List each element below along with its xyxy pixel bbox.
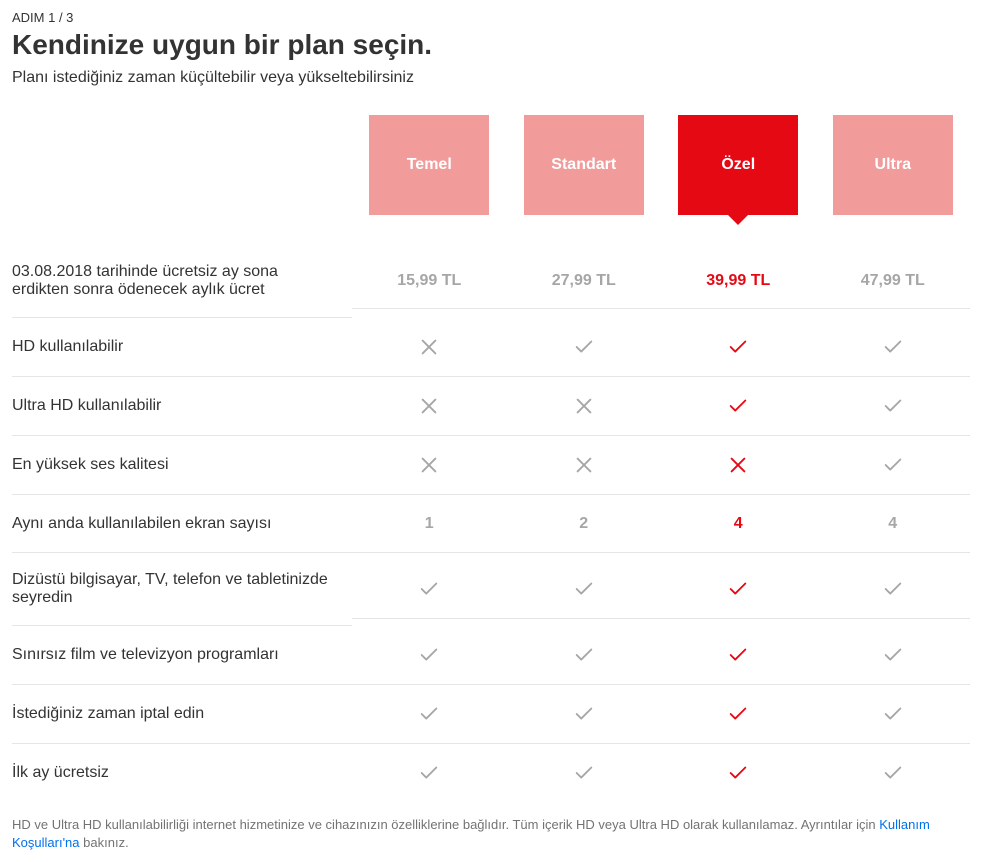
plan-name: Standart <box>551 156 616 174</box>
check-icon <box>816 436 971 495</box>
plan-option-temel[interactable]: Temel <box>352 115 507 235</box>
plan-name: Özel <box>721 156 755 174</box>
check-icon <box>352 626 507 685</box>
check-icon <box>507 744 662 802</box>
plan-name: Ultra <box>875 156 911 174</box>
feature-label: İstediğiniz zaman iptal edin <box>12 686 352 744</box>
feature-value: 4 <box>661 495 816 553</box>
check-icon <box>661 626 816 685</box>
x-icon <box>352 318 507 377</box>
plan-option-ultra[interactable]: Ultra <box>816 115 971 235</box>
feature-label: En yüksek ses kalitesi <box>12 437 352 495</box>
check-icon <box>816 685 971 744</box>
feature-value: 15,99 TL <box>352 244 507 309</box>
feature-label: İlk ay ücretsiz <box>12 744 352 802</box>
feature-value: 27,99 TL <box>507 244 662 309</box>
page-subtitle: Planı istediğiniz zaman küçültebilir vey… <box>12 69 970 87</box>
step-indicator: ADIM 1 / 3 <box>12 10 970 25</box>
plan-box: Temel <box>369 115 489 215</box>
feature-label: Ultra HD kullanılabilir <box>12 378 352 436</box>
feature-label: Sınırsız film ve televizyon programları <box>12 627 352 685</box>
plan-option-standart[interactable]: Standart <box>507 115 662 235</box>
plan-box: Özel <box>678 115 798 215</box>
check-icon <box>507 560 662 619</box>
x-icon <box>661 436 816 495</box>
header-spacer <box>12 115 352 235</box>
x-icon <box>352 436 507 495</box>
check-icon <box>661 560 816 619</box>
feature-value: 4 <box>816 495 971 553</box>
feature-label: Aynı anda kullanılabilen ekran sayısı <box>12 495 352 553</box>
check-icon <box>507 318 662 377</box>
feature-label: HD kullanılabilir <box>12 319 352 377</box>
check-icon <box>352 560 507 619</box>
check-icon <box>352 685 507 744</box>
feature-label: 03.08.2018 tarihinde ücretsiz ay sona er… <box>12 235 352 318</box>
x-icon <box>352 377 507 436</box>
check-icon <box>816 626 971 685</box>
feature-label: Dizüstü bilgisayar, TV, telefon ve table… <box>12 553 352 626</box>
check-icon <box>816 377 971 436</box>
x-icon <box>507 377 662 436</box>
check-icon <box>507 626 662 685</box>
selected-arrow-icon <box>728 215 748 225</box>
check-icon <box>661 744 816 802</box>
footnote-suffix: bakınız. <box>83 835 129 850</box>
check-icon <box>816 744 971 802</box>
check-icon <box>661 377 816 436</box>
footnote-prefix: HD ve Ultra HD kullanılabilirliği intern… <box>12 817 879 832</box>
footnote: HD ve Ultra HD kullanılabilirliği intern… <box>12 816 970 852</box>
check-icon <box>507 685 662 744</box>
plan-name: Temel <box>407 156 452 174</box>
plan-box: Standart <box>524 115 644 215</box>
plan-box: Ultra <box>833 115 953 215</box>
plan-option-özel[interactable]: Özel <box>661 115 816 235</box>
check-icon <box>352 744 507 802</box>
check-icon <box>816 318 971 377</box>
plan-comparison-table: Temel Standart Özel Ultra 03.08.2018 tarihin… <box>12 115 970 802</box>
page-title: Kendinize uygun bir plan seçin. <box>12 29 970 61</box>
x-icon <box>507 436 662 495</box>
check-icon <box>816 560 971 619</box>
check-icon <box>661 685 816 744</box>
check-icon <box>661 318 816 377</box>
feature-value: 39,99 TL <box>661 244 816 309</box>
feature-value: 47,99 TL <box>816 244 971 309</box>
feature-value: 1 <box>352 495 507 553</box>
feature-value: 2 <box>507 495 662 553</box>
